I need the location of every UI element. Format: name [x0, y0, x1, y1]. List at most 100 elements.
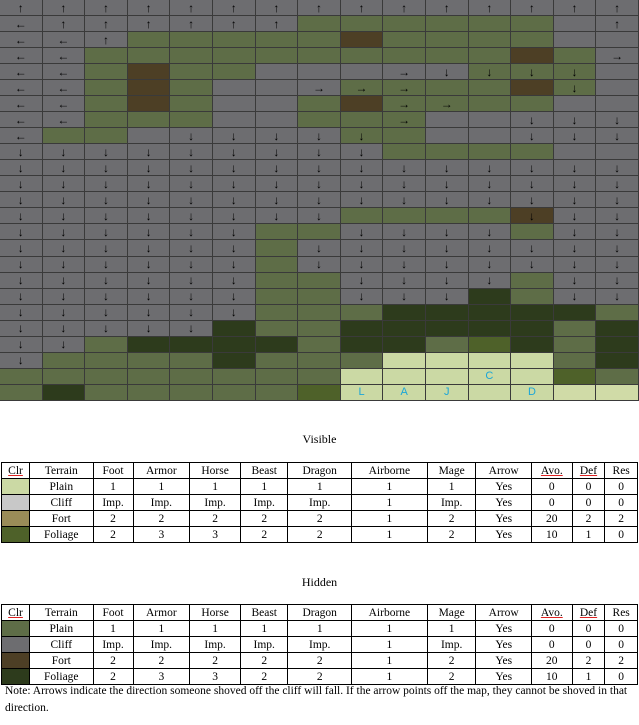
- map-cell: ↑: [212, 16, 256, 33]
- map-cell: ↑: [340, 0, 384, 17]
- table-cell: 2: [287, 668, 352, 685]
- map-cell: ↓: [212, 288, 256, 305]
- map-cell: ↓: [85, 224, 128, 241]
- map-cell: [511, 144, 554, 161]
- map-cell: ↓: [212, 240, 256, 257]
- map-cell: [383, 320, 426, 337]
- table-cell: 0: [604, 668, 638, 685]
- arrow-icon: ↓: [571, 240, 578, 255]
- table-cell: Imp.: [287, 636, 352, 653]
- arrow-icon: ↓: [273, 176, 280, 191]
- column-header: Mage: [426, 462, 477, 479]
- arrow-icon: ↓: [188, 289, 195, 304]
- map-cell: [42, 352, 86, 369]
- map-cell: [298, 64, 341, 81]
- arrow-icon: ↓: [401, 224, 408, 239]
- arrow-icon: ↑: [443, 0, 450, 15]
- arrow-icon: ↓: [358, 289, 365, 304]
- map-cell: [468, 80, 512, 97]
- map-cell: ↓: [298, 160, 341, 177]
- map-cell: ↓: [383, 192, 426, 209]
- map-cell: ↓: [553, 128, 597, 145]
- map-cell: ↓: [0, 144, 43, 161]
- map-cell: [596, 320, 639, 337]
- arrow-icon: ↑: [571, 0, 578, 15]
- map-cell: [0, 368, 43, 385]
- map-cell: [170, 352, 213, 369]
- map-cell: ↓: [212, 256, 256, 273]
- arrow-icon: ↓: [358, 160, 365, 175]
- map-cell: [85, 64, 128, 81]
- map-cell: [255, 80, 299, 97]
- column-header: Beast: [239, 604, 289, 621]
- arrow-icon: ↓: [60, 321, 67, 336]
- map-cell: ↑: [596, 0, 639, 17]
- table-cell: 20: [530, 652, 573, 669]
- arrow-icon: ↓: [145, 176, 152, 191]
- map-cell: ↓: [596, 128, 639, 145]
- map-cell: [511, 80, 554, 97]
- map-cell: [255, 272, 299, 289]
- map-cell: ↓: [0, 192, 43, 209]
- map-cell: ↓: [255, 160, 299, 177]
- arrow-icon: ↓: [188, 192, 195, 207]
- table-cell: 2: [132, 510, 191, 527]
- column-header: Foot: [92, 604, 134, 621]
- map-cell: ↓: [42, 272, 86, 289]
- map-cell: ↓: [511, 240, 554, 257]
- arrow-icon: ↑: [614, 16, 621, 31]
- map-cell: ↓: [255, 192, 299, 209]
- map-cell: ↓: [340, 128, 384, 145]
- arrow-icon: ↓: [60, 192, 67, 207]
- map-cell: ↓: [425, 288, 469, 305]
- map-cell: [511, 224, 554, 241]
- map-cell: ↑: [85, 32, 128, 49]
- arrow-icon: ↓: [315, 240, 322, 255]
- header-row: Clr Terrain Foot Armor Horse Beast Dragon Airbo…: [0, 462, 638, 479]
- map-cell: ↓: [553, 240, 597, 257]
- arrow-icon: ↓: [188, 144, 195, 159]
- map-cell: [127, 336, 171, 353]
- arrow-icon: ↓: [401, 192, 408, 207]
- map-cell: ↓: [596, 160, 639, 177]
- arrow-icon: ↓: [401, 289, 408, 304]
- arrow-icon: ↓: [358, 192, 365, 207]
- arrow-icon: ↓: [614, 289, 621, 304]
- map-cell: ↑: [553, 0, 597, 17]
- arrow-icon: ↓: [102, 208, 109, 223]
- map-cell: [212, 96, 256, 113]
- color-swatch: [0, 652, 31, 669]
- arrow-icon: ↓: [230, 257, 237, 272]
- map-cell: [553, 368, 597, 385]
- map-cell: [425, 32, 469, 49]
- map-cell: ↓: [340, 192, 384, 209]
- arrow-icon: ↑: [60, 16, 67, 31]
- arrow-icon: ↓: [614, 257, 621, 272]
- map-cell: [340, 32, 384, 49]
- map-cell: [127, 112, 171, 129]
- color-swatch: [0, 636, 31, 653]
- arrow-icon: ↓: [145, 208, 152, 223]
- arrow-icon: ↓: [273, 160, 280, 175]
- map-cell: [85, 80, 128, 97]
- map-cell: ↓: [511, 160, 554, 177]
- map-cell: ↓: [85, 256, 128, 273]
- table-cell: 2: [189, 510, 241, 527]
- map-cell: ↓: [0, 336, 43, 353]
- map-cell: ↓: [340, 160, 384, 177]
- arrow-icon: ↓: [188, 305, 195, 320]
- table-cell: Imp.: [92, 494, 134, 511]
- map-cell: ↓: [298, 240, 341, 257]
- map-cell: ↓: [425, 272, 469, 289]
- map-cell: [212, 64, 256, 81]
- map-cell: [553, 16, 597, 33]
- arrow-icon: ↓: [571, 289, 578, 304]
- column-header: Def: [571, 604, 606, 621]
- map-cell: [0, 384, 43, 401]
- table-cell: 2: [426, 526, 477, 543]
- column-header: Avo.: [530, 462, 573, 479]
- map-cell: ↓: [383, 224, 426, 241]
- map-cell: [85, 352, 128, 369]
- arrow-icon: ↑: [102, 0, 109, 15]
- map-cell: [255, 368, 299, 385]
